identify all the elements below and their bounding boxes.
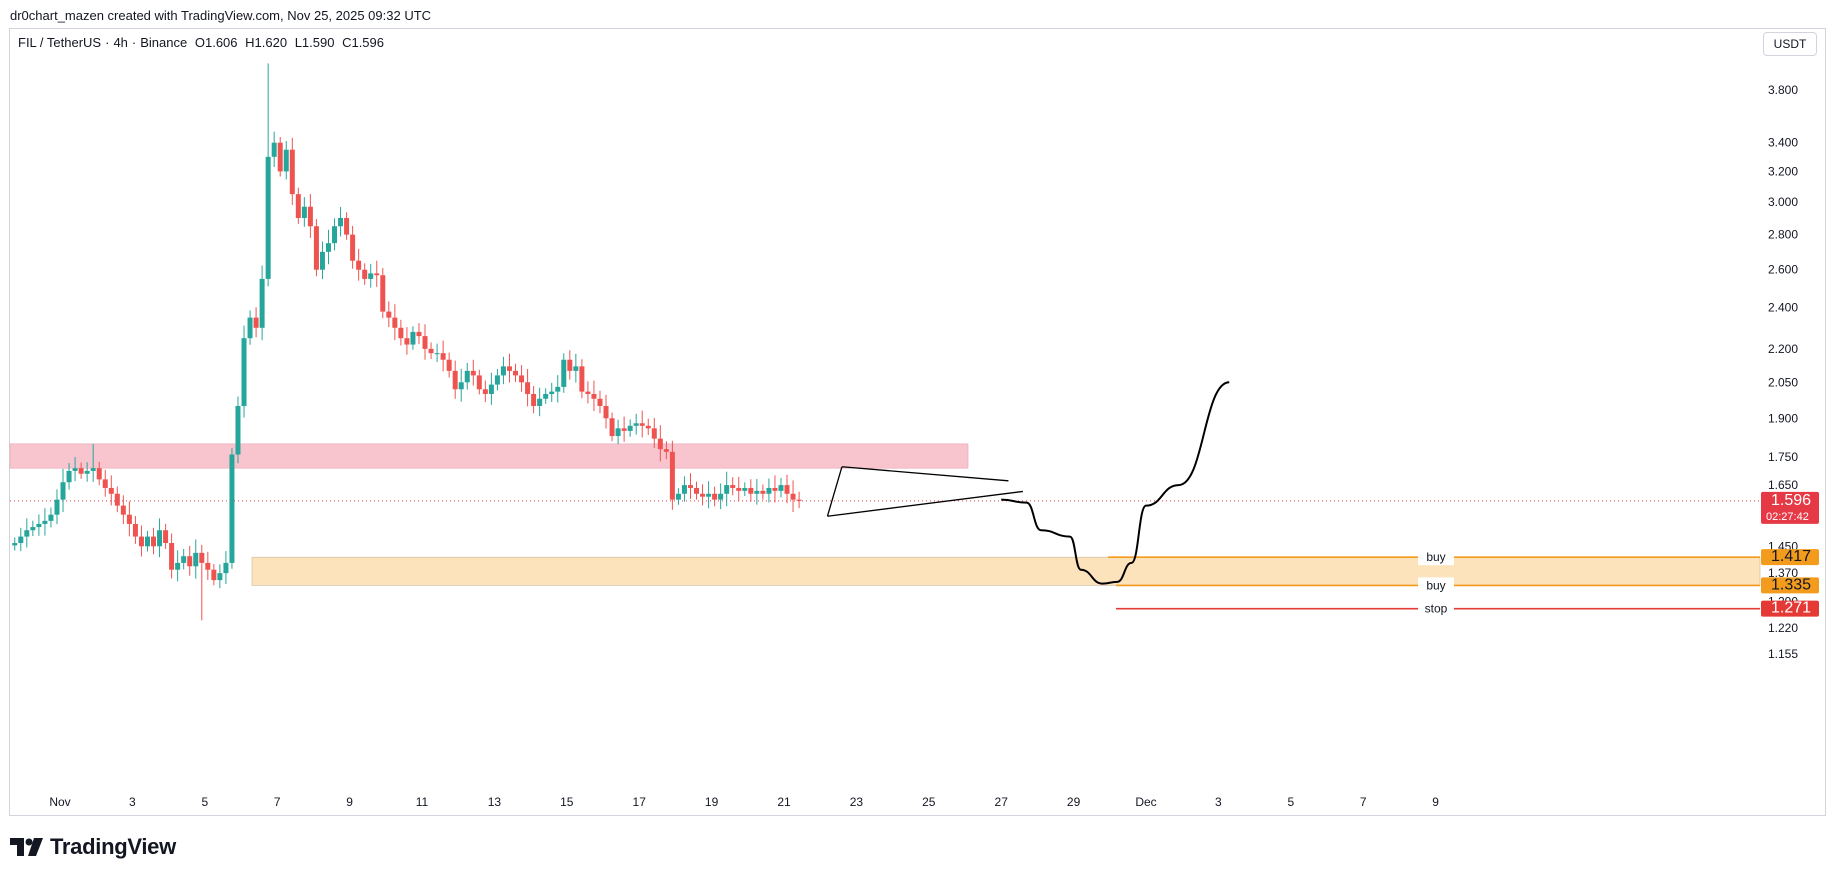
currency-button[interactable]: USDT: [1763, 32, 1817, 56]
ohlc-close: C1.596: [342, 35, 384, 50]
ohlc-low: L1.590: [294, 35, 335, 50]
symbol-legend[interactable]: FIL / TetherUS · 4h · Binance O1.606 H1.620 …: [18, 35, 384, 50]
symbol-interval[interactable]: 4h: [113, 35, 128, 50]
symbol-exchange: Binance: [140, 35, 188, 50]
attribution-text: dr0chart_mazen created with TradingView.…: [10, 8, 432, 23]
top-bar: dr0chart_mazen created with TradingView.…: [0, 0, 1835, 28]
symbol-name[interactable]: FIL / TetherUS: [18, 35, 102, 50]
ohlc-open: O1.606: [194, 35, 238, 50]
tradingview-logo[interactable]: TradingView: [10, 834, 176, 860]
brand-name: TradingView: [50, 834, 176, 859]
chart-frame[interactable]: [9, 28, 1826, 816]
ohlc-high: H1.620: [245, 35, 288, 50]
tradingview-logo-icon: [10, 838, 43, 856]
